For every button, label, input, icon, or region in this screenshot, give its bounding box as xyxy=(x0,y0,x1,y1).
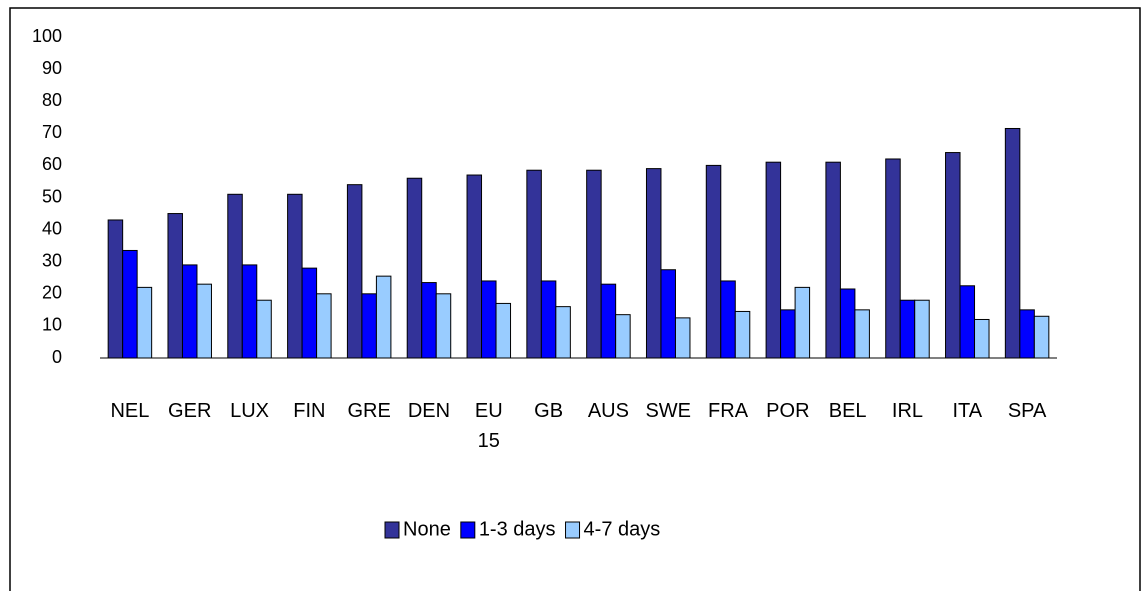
bar xyxy=(196,283,212,359)
x-tick-label: AUS xyxy=(587,400,629,422)
bar xyxy=(1004,127,1021,359)
x-tick-label: LUX xyxy=(230,400,269,422)
y-tick-label: 10 xyxy=(42,315,62,335)
bar xyxy=(495,302,512,359)
bar xyxy=(974,318,990,359)
bar xyxy=(421,282,437,359)
x-tick-label: NEL xyxy=(110,400,150,422)
bar xyxy=(555,306,571,359)
x-tick-label: SPA xyxy=(1007,400,1047,422)
x-tick-label: BEL xyxy=(828,400,867,422)
frame xyxy=(9,7,1141,591)
bar xyxy=(945,152,961,359)
bar xyxy=(885,158,901,359)
bar xyxy=(287,193,303,359)
y-tick-label: 100 xyxy=(32,26,62,46)
bar xyxy=(959,285,976,359)
x-tick-label: POR xyxy=(766,400,810,422)
bar xyxy=(107,219,124,359)
bar xyxy=(301,267,318,359)
bar xyxy=(540,280,557,359)
bar xyxy=(674,317,691,359)
bar xyxy=(227,193,243,359)
x-tick-label: DEN xyxy=(407,400,451,422)
y-tick-label: 70 xyxy=(42,122,62,142)
bar xyxy=(765,161,782,359)
y-tick-label: 80 xyxy=(42,90,62,110)
bar xyxy=(466,174,483,359)
bar xyxy=(914,299,930,359)
x-tick-label: IRL xyxy=(891,400,924,422)
legend-label: 4-7 days xyxy=(584,518,661,540)
x-tick-label: GER xyxy=(168,400,212,422)
x-tick-label: GB xyxy=(534,400,564,422)
y-tick-label: 30 xyxy=(42,250,62,270)
bar xyxy=(586,169,602,359)
bar xyxy=(167,213,183,359)
bar xyxy=(600,283,617,359)
bar xyxy=(256,299,272,359)
bar xyxy=(899,299,916,359)
x-tick-label: EU 15 xyxy=(474,400,503,452)
x-tick-label: FRA xyxy=(708,400,749,422)
bar xyxy=(241,264,258,359)
y-tick-label: 0 xyxy=(52,347,62,367)
bar xyxy=(122,249,138,359)
bar xyxy=(361,293,377,359)
legend-swatch xyxy=(384,521,400,539)
bar xyxy=(780,309,796,359)
y-tick-label: 20 xyxy=(42,283,62,303)
bar xyxy=(825,161,841,359)
y-tick-label: 40 xyxy=(42,218,62,238)
y-tick-label: 90 xyxy=(42,58,62,78)
legend-swatch xyxy=(565,521,581,539)
bar xyxy=(854,309,870,359)
bar xyxy=(481,280,497,359)
x-tick-label: GRE xyxy=(347,400,391,422)
bar xyxy=(406,177,423,359)
bar xyxy=(346,184,363,359)
bar xyxy=(660,269,676,359)
bar xyxy=(794,286,811,359)
x-tick-label: ITA xyxy=(952,400,983,422)
bar xyxy=(839,288,856,359)
y-tick-label: 60 xyxy=(42,154,62,174)
x-tick-label: FIN xyxy=(293,400,326,422)
bar xyxy=(645,168,662,359)
bar xyxy=(1033,315,1050,359)
bar xyxy=(526,169,542,359)
bar xyxy=(136,286,153,359)
bar xyxy=(720,280,736,359)
bar xyxy=(615,314,631,359)
bar xyxy=(316,293,332,359)
bar xyxy=(375,275,392,359)
bar xyxy=(1019,309,1035,359)
bar xyxy=(705,164,722,359)
bar xyxy=(734,310,751,359)
y-tick-label: 50 xyxy=(42,186,62,206)
bar xyxy=(181,264,198,359)
x-tick-label: SWE xyxy=(645,400,691,422)
legend-label: 1-3 days xyxy=(479,518,556,540)
legend-label: None xyxy=(403,518,451,540)
bar xyxy=(435,293,452,359)
legend-swatch xyxy=(460,521,476,539)
